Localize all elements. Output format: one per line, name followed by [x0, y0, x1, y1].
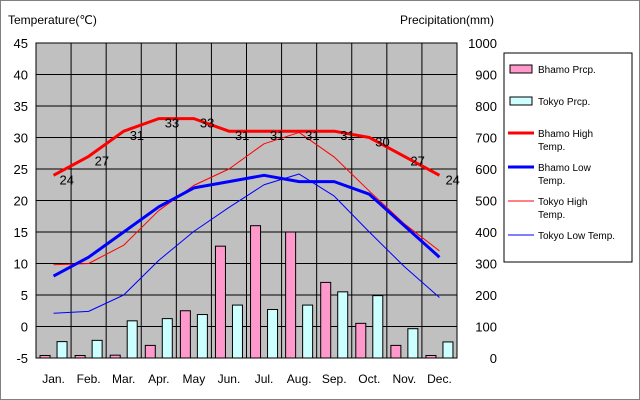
left-tick-label: 25 — [14, 162, 28, 177]
data-label: 30 — [375, 135, 389, 150]
bar-bhamo-prcp- — [144, 344, 156, 359]
legend-label: Temp. — [538, 176, 565, 187]
right-tick-label: 700 — [475, 131, 497, 146]
bar-tokyo-prcp- — [161, 318, 173, 359]
bar-tokyo-prcp- — [267, 308, 279, 359]
left-tick-label: 5 — [21, 288, 28, 303]
data-label: 31 — [130, 128, 144, 143]
legend-label: Temp. — [538, 210, 565, 221]
month-tick-label: Nov. — [392, 372, 416, 386]
legend-label: Tokyo Low Temp. — [538, 231, 615, 242]
bar-bhamo-prcp- — [250, 225, 262, 359]
bar-tokyo-prcp- — [56, 341, 68, 359]
x-axis-ticks: Jan. Feb. Mar. Apr. May Jun. Jul. Aug. Sep. Oct. N… — [42, 372, 452, 386]
right-tick-label: 0 — [490, 351, 497, 366]
bar-bhamo-prcp- — [320, 281, 332, 359]
right-tick-label: 1000 — [468, 36, 497, 51]
data-label: 31 — [305, 128, 319, 143]
bar-tokyo-prcp- — [442, 341, 454, 359]
right-axis-ticks: 0 100 200 300 400 500 600 700 800 900 1000 — [468, 36, 497, 366]
line-bhamo-low-temp- — [52, 173, 441, 278]
right-tick-label: 200 — [475, 288, 497, 303]
legend-label: Bhamo Low — [538, 163, 592, 174]
bar-tokyo-prcp- — [126, 320, 138, 359]
left-tick-label: 20 — [14, 194, 28, 209]
right-tick-label: 400 — [475, 225, 497, 240]
legend: Bhamo Prcp. Tokyo Prcp. Bhamo High Temp. Bha… — [503, 52, 633, 263]
data-labels: 24 27 31 33 33 31 31 31 31 30 27 24 — [60, 116, 460, 188]
bar-tokyo-prcp- — [302, 304, 314, 359]
right-tick-label: 500 — [475, 194, 497, 209]
bar-bhamo-prcp- — [285, 231, 297, 359]
lines — [52, 117, 441, 314]
month-tick-label: Apr. — [148, 372, 169, 386]
month-tick-label: Feb. — [77, 372, 101, 386]
line-tokyo-low-temp- — [53, 173, 440, 314]
left-axis-title: Temperature(℃) — [8, 13, 97, 27]
bar-bhamo-prcp- — [214, 245, 226, 359]
gridlines — [36, 43, 457, 358]
month-tick-label: Aug. — [287, 372, 312, 386]
right-tick-label: 300 — [475, 257, 497, 272]
month-tick-label: Oct. — [358, 372, 380, 386]
legend-label: Bhamo Prcp. — [538, 65, 596, 76]
month-tick-label: Mar. — [112, 372, 135, 386]
bar-bhamo-prcp- — [390, 344, 402, 359]
data-label: 24 — [60, 172, 74, 187]
left-tick-label: 40 — [14, 68, 28, 83]
right-tick-label: 100 — [475, 320, 497, 335]
month-tick-label: Jul. — [255, 372, 274, 386]
data-label: 27 — [410, 153, 424, 168]
bar-bhamo-prcp- — [179, 310, 191, 359]
left-tick-label: 0 — [21, 320, 28, 335]
legend-label: Bhamo High — [538, 129, 593, 140]
line-tokyo-high-temp- — [53, 131, 440, 266]
bar-bhamo-prcp- — [355, 322, 367, 359]
left-tick-label: 45 — [14, 36, 28, 51]
data-label: 31 — [235, 128, 249, 143]
legend-swatch — [509, 64, 533, 74]
data-label: 31 — [270, 128, 284, 143]
left-tick-label: 35 — [14, 99, 28, 114]
bar-tokyo-prcp- — [372, 295, 384, 359]
bar-tokyo-prcp- — [407, 328, 419, 359]
right-tick-label: 800 — [475, 99, 497, 114]
right-axis-title: Precipitation(mm) — [400, 13, 494, 27]
data-label: 24 — [445, 172, 459, 187]
bar-tokyo-prcp- — [196, 314, 208, 359]
month-tick-label: May — [183, 372, 206, 386]
legend-swatch — [509, 96, 533, 106]
bars — [39, 225, 454, 359]
month-tick-label: Jun. — [218, 372, 241, 386]
bar-tokyo-prcp- — [231, 304, 243, 359]
left-tick-label: 30 — [14, 131, 28, 146]
data-label: 33 — [200, 116, 214, 131]
right-tick-label: 900 — [475, 68, 497, 83]
legend-label: Tokyo High — [538, 197, 587, 208]
left-tick-label: -5 — [16, 351, 28, 366]
legend-label: Tokyo Prcp. — [538, 97, 590, 108]
month-tick-label: Sep. — [322, 372, 347, 386]
left-tick-label: 15 — [14, 225, 28, 240]
plot-border — [35, 42, 458, 359]
month-tick-label: Jan. — [42, 372, 65, 386]
legend-box — [503, 52, 633, 263]
left-tick-label: 10 — [14, 257, 28, 272]
left-axis-ticks: -5 0 5 10 15 20 25 30 35 40 45 — [14, 36, 28, 366]
bar-tokyo-prcp- — [91, 339, 103, 359]
data-label: 27 — [95, 153, 109, 168]
line-bhamo-high-temp- — [52, 117, 441, 177]
data-label: 31 — [340, 128, 354, 143]
data-label: 33 — [165, 116, 179, 131]
legend-label: Temp. — [538, 142, 565, 153]
right-tick-label: 600 — [475, 162, 497, 177]
bar-tokyo-prcp- — [337, 291, 349, 359]
month-tick-label: Dec. — [427, 372, 452, 386]
